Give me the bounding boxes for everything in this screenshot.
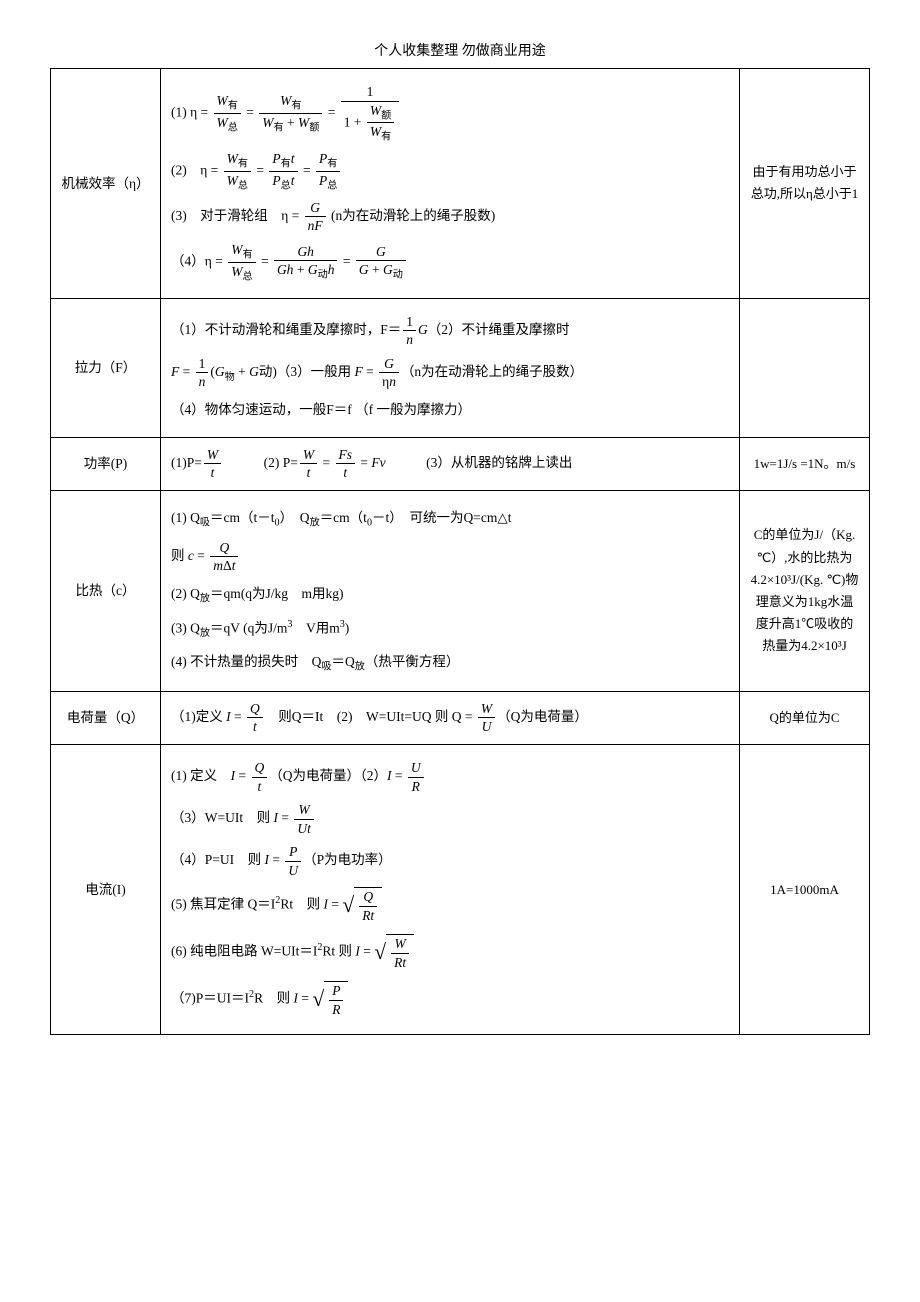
row-note <box>740 298 870 437</box>
table-row: 拉力（F） （1）不计动滑轮和绳重及摩擦时，F＝1nG（2）不计绳重及摩擦时 F… <box>51 298 870 437</box>
table-row: 电荷量（Q） （1)定义 I = Qt 则Q＝It (2) W=UIt=UQ 则… <box>51 691 870 744</box>
row-formula: (1)P=Wt (2) P=Wt = Fst = Fv (3）从机器的铭牌上读出 <box>161 437 740 490</box>
row-formula: (1) Q吸＝cm（t－t0） Q放＝cm（t0－t） 可统一为Q=cm△t 则… <box>161 490 740 691</box>
row-label: 电流(I) <box>51 745 161 1035</box>
row-note: C的单位为J/（Kg.℃）,水的比热为4.2×10³J/(Kg. ℃)物理意义为… <box>740 490 870 691</box>
table-row: 比热（c） (1) Q吸＝cm（t－t0） Q放＝cm（t0－t） 可统一为Q=… <box>51 490 870 691</box>
formula-table: 机械效率（η） (1) η = W有W总 = W有W有 + W额 = 11 + … <box>50 68 870 1035</box>
row-formula: （1）不计动滑轮和绳重及摩擦时，F＝1nG（2）不计绳重及摩擦时 F = 1n(… <box>161 298 740 437</box>
row-formula: (1) η = W有W总 = W有W有 + W额 = 11 + W额W有 (2)… <box>161 69 740 299</box>
row-label: 机械效率（η） <box>51 69 161 299</box>
page-header: 个人收集整理 勿做商业用途 <box>50 40 870 60</box>
row-label: 比热（c） <box>51 490 161 691</box>
row-note: 1A=1000mA <box>740 745 870 1035</box>
row-label: 电荷量（Q） <box>51 691 161 744</box>
row-formula: （1)定义 I = Qt 则Q＝It (2) W=UIt=UQ 则 Q = WU… <box>161 691 740 744</box>
row-note: 1w=1J/s =1N。m/s <box>740 437 870 490</box>
table-row: 功率(P) (1)P=Wt (2) P=Wt = Fst = Fv (3）从机器… <box>51 437 870 490</box>
table-row: 电流(I) (1) 定义 I = Qt（Q为电荷量）（2）I = UR （3）W… <box>51 745 870 1035</box>
row-label: 拉力（F） <box>51 298 161 437</box>
row-note: 由于有用功总小于总功,所以η总小于1 <box>740 69 870 299</box>
table-row: 机械效率（η） (1) η = W有W总 = W有W有 + W额 = 11 + … <box>51 69 870 299</box>
row-formula: (1) 定义 I = Qt（Q为电荷量）（2）I = UR （3）W=UIt 则… <box>161 745 740 1035</box>
row-label: 功率(P) <box>51 437 161 490</box>
row-note: Q的单位为C <box>740 691 870 744</box>
